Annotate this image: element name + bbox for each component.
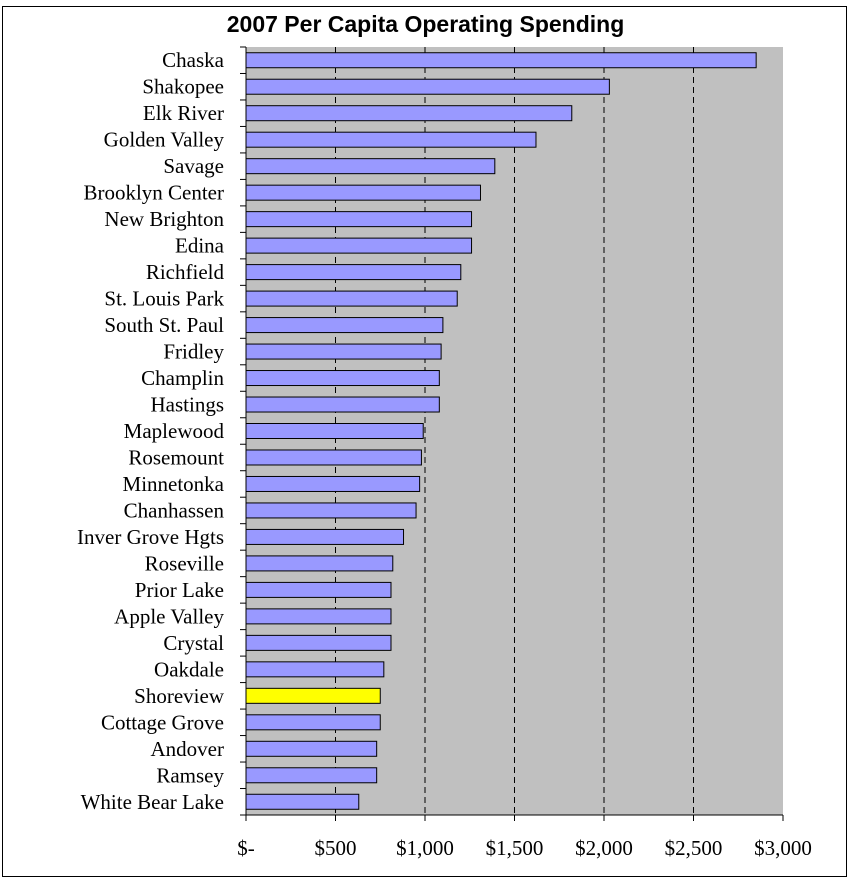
category-label-andover: Andover (151, 737, 224, 761)
category-label-rosemount: Rosemount (128, 445, 224, 469)
category-label-new-brighton: New Brighton (104, 207, 224, 231)
category-label-apple-valley: Apple Valley (114, 604, 224, 628)
category-label-white-bear-lake: White Bear Lake (81, 790, 224, 814)
x-tick-label-1000: $1,000 (396, 836, 454, 860)
category-label-ramsey: Ramsey (156, 763, 224, 787)
category-label-elk-river: Elk River (143, 101, 224, 125)
category-label-roseville: Roseville (145, 551, 224, 575)
chart-title: 2007 Per Capita Operating Spending (226, 11, 625, 37)
bar-brooklyn-center (245, 184, 481, 201)
category-label-shakopee: Shakopee (142, 75, 224, 99)
category-label-golden-valley: Golden Valley (104, 128, 225, 152)
category-label-south-st-paul: South St. Paul (104, 313, 224, 337)
bar-hastings (245, 396, 440, 413)
bar-elk-river (245, 105, 573, 122)
category-label-savage: Savage (163, 154, 224, 178)
bar-crystal (245, 634, 392, 651)
category-label-inver-grove-hgts: Inver Grove Hgts (77, 525, 224, 549)
bar-chaska (245, 52, 757, 69)
x-tick-label-500: $500 (315, 836, 357, 860)
category-label-chanhassen: Chanhassen (124, 498, 225, 522)
bar-cottage-grove (245, 714, 381, 731)
bar-shoreview (245, 687, 381, 704)
bar-maplewood (245, 423, 424, 439)
category-label-minnetonka: Minnetonka (123, 472, 225, 496)
category-label-brooklyn-center: Brooklyn Center (83, 181, 224, 205)
category-label-chaska: Chaska (162, 48, 225, 72)
category-label-richfield: Richfield (146, 260, 225, 284)
bar-white-bear-lake (245, 793, 360, 810)
bar-chanhassen (245, 502, 417, 519)
bar-inver-grove-hgts (245, 528, 405, 545)
bar-st-louis-park (245, 290, 458, 307)
x-tick-label-3000: $3,000 (754, 836, 812, 860)
bar-golden-valley (245, 131, 537, 148)
bar-fridley (245, 343, 442, 360)
category-label-cottage-grove: Cottage Grove (101, 710, 224, 734)
bar-richfield (245, 264, 462, 281)
category-label-oakdale: Oakdale (154, 657, 224, 681)
bar-south-st-paul (245, 317, 444, 334)
bar-prior-lake (245, 581, 392, 598)
x-tick-label-1500: $1,500 (486, 836, 544, 860)
bar-savage (245, 158, 496, 175)
category-label-hastings: Hastings (151, 393, 225, 417)
category-label-maplewood: Maplewood (124, 419, 225, 443)
category-label-fridley: Fridley (163, 340, 224, 364)
bar-andover (245, 740, 378, 757)
bar-minnetonka (245, 475, 421, 492)
category-label-crystal: Crystal (163, 631, 224, 655)
bar-new-brighton (245, 211, 473, 228)
x-tick-label-2000: $2,000 (575, 836, 633, 860)
bar-edina (245, 237, 473, 254)
bar-shakopee (245, 78, 610, 95)
bar-roseville (245, 555, 394, 572)
category-label-edina: Edina (175, 234, 225, 258)
category-label-prior-lake: Prior Lake (135, 578, 224, 602)
x-tick-label-0: $- (237, 836, 255, 860)
category-label-st-louis-park: St. Louis Park (104, 287, 224, 311)
bar-apple-valley (245, 608, 392, 625)
x-tick-label-2500: $2,500 (665, 836, 723, 860)
bar-champlin (245, 370, 440, 387)
category-label-champlin: Champlin (141, 366, 224, 390)
bar-ramsey (245, 767, 378, 784)
bar-rosemount (245, 449, 422, 466)
bar-oakdale (245, 661, 385, 678)
category-label-shoreview: Shoreview (134, 684, 225, 708)
